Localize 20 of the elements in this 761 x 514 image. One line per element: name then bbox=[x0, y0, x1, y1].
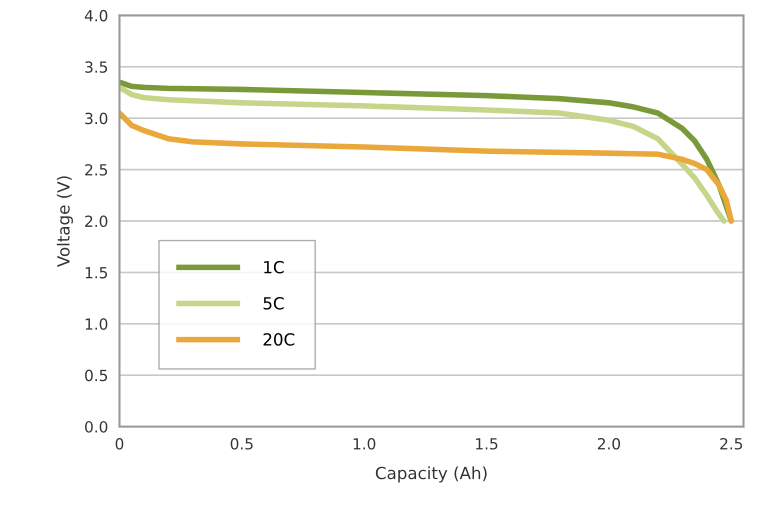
x-tick-label: 1.0 bbox=[354, 438, 376, 450]
y-tick-label: 1.5 bbox=[86, 267, 108, 278]
y-tick-label: 0.0 bbox=[85, 421, 108, 433]
x-tick-label: 0.5 bbox=[230, 438, 253, 450]
y-tick-label: 4.0 bbox=[84, 10, 108, 22]
y-tick-label: 1.0 bbox=[86, 318, 108, 330]
legend-label: 5C bbox=[264, 296, 284, 310]
x-tick-label: 1.5 bbox=[476, 438, 498, 450]
legend-label: 1C bbox=[264, 260, 284, 274]
legend-label: 20C bbox=[264, 333, 294, 346]
x-tick-label: 2.0 bbox=[598, 438, 620, 450]
y-tick-label: 0.5 bbox=[85, 370, 108, 382]
x-tick-label: 2.5 bbox=[720, 438, 742, 450]
x-axis-title: Capacity (Ah) bbox=[376, 466, 487, 483]
x-tick-label: 0 bbox=[116, 438, 124, 450]
y-tick-label: 3.0 bbox=[85, 112, 108, 124]
y-tick-label: 2.5 bbox=[85, 164, 108, 176]
y-tick-label: 2.0 bbox=[85, 215, 108, 228]
y-axis-title: Voltage (V) bbox=[56, 176, 73, 267]
y-tick-label: 3.5 bbox=[85, 61, 108, 73]
